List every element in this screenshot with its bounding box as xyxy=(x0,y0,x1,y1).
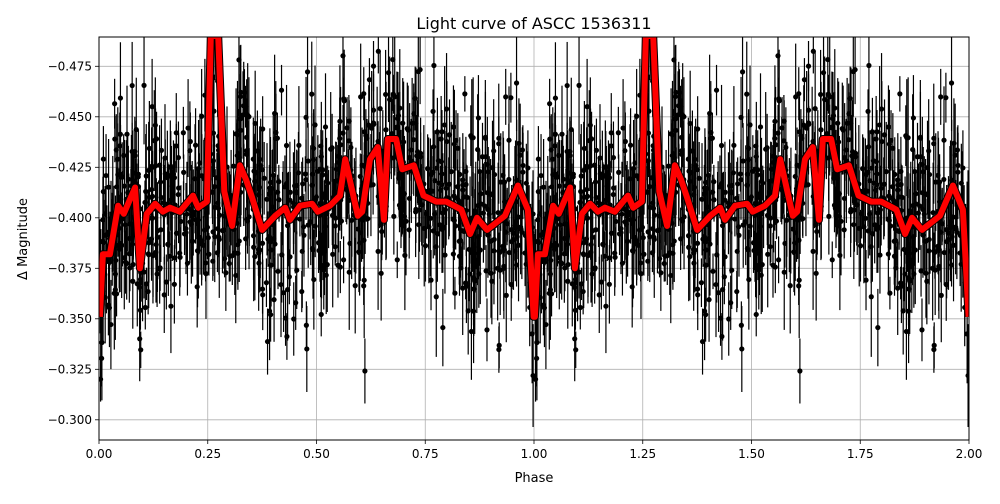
y-tick-label: −0.475 xyxy=(48,59,92,73)
chart-title: Light curve of ASCC 1536311 xyxy=(416,14,651,33)
y-tick-label: −0.300 xyxy=(48,413,92,427)
y-tick-label: −0.325 xyxy=(48,362,92,376)
x-axis-label: Phase xyxy=(515,471,554,486)
y-tick-label: −0.450 xyxy=(48,110,92,124)
x-tick-label: 1.75 xyxy=(847,447,874,461)
x-tick-label: 0.50 xyxy=(303,447,330,461)
x-tick-label: 0.75 xyxy=(412,447,439,461)
x-tick-label: 2.00 xyxy=(956,447,983,461)
y-axis-label: Δ Magnitude xyxy=(16,198,31,280)
model-line xyxy=(99,37,969,320)
y-tick-label: −0.400 xyxy=(48,211,92,225)
x-tick-label: 1.50 xyxy=(738,447,765,461)
y-tick-label: −0.350 xyxy=(48,312,92,326)
x-tick-label: 0.00 xyxy=(86,447,113,461)
y-tick-label: −0.375 xyxy=(48,261,92,275)
y-axis-ticks: −0.475 −0.450 −0.425 −0.400 −0.375 −0.350 −0.3… xyxy=(48,59,99,427)
x-tick-label: 1.00 xyxy=(521,447,548,461)
model-curve xyxy=(99,37,969,321)
x-tick-label: 0.25 xyxy=(194,447,221,461)
y-tick-label: −0.425 xyxy=(48,160,92,174)
x-tick-label: 1.25 xyxy=(629,447,656,461)
x-axis-ticks: 0.00 0.25 0.50 0.75 1.00 1.25 1.50 1.75 2.00 xyxy=(86,440,983,461)
